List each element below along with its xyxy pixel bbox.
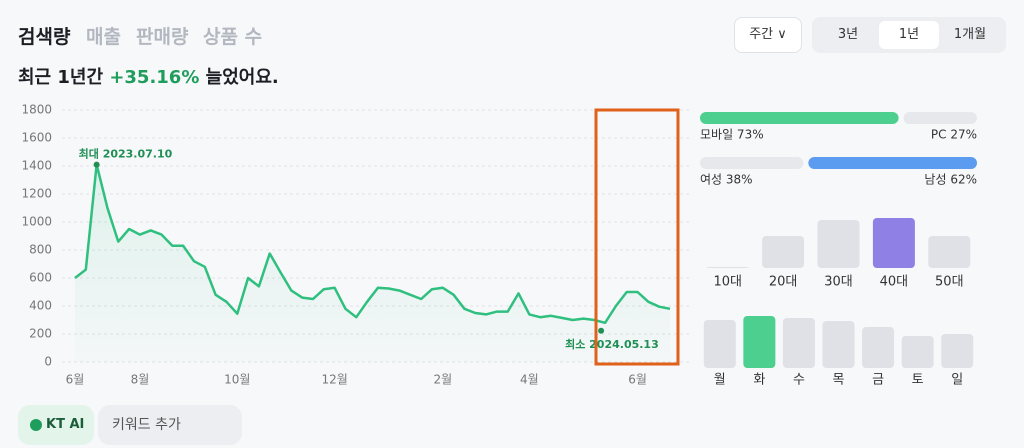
headline-suffix: 늘었어요. — [205, 67, 279, 88]
ai-chip[interactable]: KT AI — [18, 405, 94, 445]
bar-label: 화 — [753, 373, 765, 388]
period-label: 주간 — [749, 27, 774, 42]
bar — [817, 220, 860, 268]
bar — [762, 236, 805, 268]
bar-label: 목 — [833, 373, 845, 388]
max-label: 최대 2023.07.10 — [79, 147, 173, 161]
share-bar — [808, 157, 977, 169]
y-tick-label: 600 — [29, 271, 52, 285]
range-tab[interactable]: 1개월 — [953, 27, 987, 42]
bar — [782, 318, 815, 368]
bar-label: 50대 — [935, 275, 964, 290]
tab[interactable]: 판매량 — [136, 26, 189, 48]
bar-label: 금 — [872, 373, 884, 388]
x-tick-label: 6월 — [66, 373, 85, 387]
headline-prefix: 최근 1년간 — [18, 67, 104, 88]
bar-label: 10대 — [713, 275, 742, 290]
tab[interactable]: 매출 — [86, 26, 121, 48]
share-bar — [903, 112, 977, 124]
bar-label: 40대 — [880, 275, 909, 290]
x-tick-label: 4월 — [520, 373, 539, 387]
min-point — [598, 327, 605, 334]
bar — [703, 320, 736, 368]
bar — [941, 334, 974, 368]
y-tick-label: 800 — [29, 243, 52, 257]
period-select[interactable]: 주간 ∨ — [734, 17, 802, 53]
x-tick-label: 12월 — [321, 373, 347, 387]
share-label: 모바일 73% — [700, 128, 764, 142]
min-label: 최소 2024.05.13 — [565, 337, 659, 351]
bar — [743, 316, 776, 368]
y-tick-label: 1800 — [21, 103, 52, 117]
y-tick-label: 1600 — [21, 131, 52, 145]
x-tick-label: 2월 — [433, 373, 452, 387]
bar-label: 일 — [951, 373, 963, 388]
share-label: 여성 38% — [700, 173, 753, 187]
y-tick-label: 200 — [29, 327, 52, 341]
keyword-add[interactable]: 키워드 추가 — [98, 405, 242, 445]
headline-change: +35.16% — [109, 67, 200, 88]
max-point — [93, 161, 100, 168]
x-tick-label: 10월 — [224, 373, 250, 387]
bar — [822, 321, 855, 368]
highlight-box — [594, 108, 680, 366]
bar-label: 30대 — [824, 275, 853, 290]
line — [74, 163, 671, 325]
y-tick-label: 1200 — [21, 187, 52, 201]
y-tick-label: 400 — [29, 299, 52, 313]
bar — [862, 327, 895, 368]
bar — [901, 336, 934, 368]
bar-label: 토 — [912, 373, 924, 388]
share-label: PC 27% — [931, 128, 977, 142]
line-area — [75, 164, 670, 362]
x-tick-label: 8월 — [131, 373, 150, 387]
bar — [928, 236, 971, 268]
share-bar — [700, 112, 899, 124]
y-tick-label: 1000 — [21, 215, 52, 229]
range-tab[interactable]: 3년 — [837, 27, 859, 42]
y-tick-label: 1400 — [21, 159, 52, 173]
x-tick-label: 6월 — [628, 373, 647, 387]
bar — [706, 267, 749, 268]
share-label: 남성 62% — [924, 173, 977, 187]
bar-label: 20대 — [769, 275, 798, 290]
tab[interactable]: 상품 수 — [203, 26, 263, 48]
range-tabs: 3년 1년 1개월 — [812, 17, 1006, 53]
headline: 최근 1년간 +35.16% 늘었어요. — [18, 63, 279, 89]
bar-label: 수 — [793, 373, 805, 388]
share-bar — [700, 157, 804, 169]
bar-label: 월 — [714, 373, 726, 388]
range-tab[interactable]: 1년 — [879, 21, 939, 49]
bar — [872, 218, 915, 268]
tab[interactable]: 검색량 — [18, 26, 71, 48]
y-tick-label: 0 — [44, 355, 52, 369]
